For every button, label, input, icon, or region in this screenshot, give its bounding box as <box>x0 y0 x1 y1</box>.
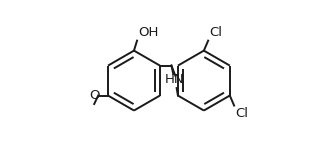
Text: OH: OH <box>138 26 158 39</box>
Text: Cl: Cl <box>209 26 222 39</box>
Text: O: O <box>89 89 100 102</box>
Text: Cl: Cl <box>235 107 248 120</box>
Text: HN: HN <box>165 73 184 86</box>
